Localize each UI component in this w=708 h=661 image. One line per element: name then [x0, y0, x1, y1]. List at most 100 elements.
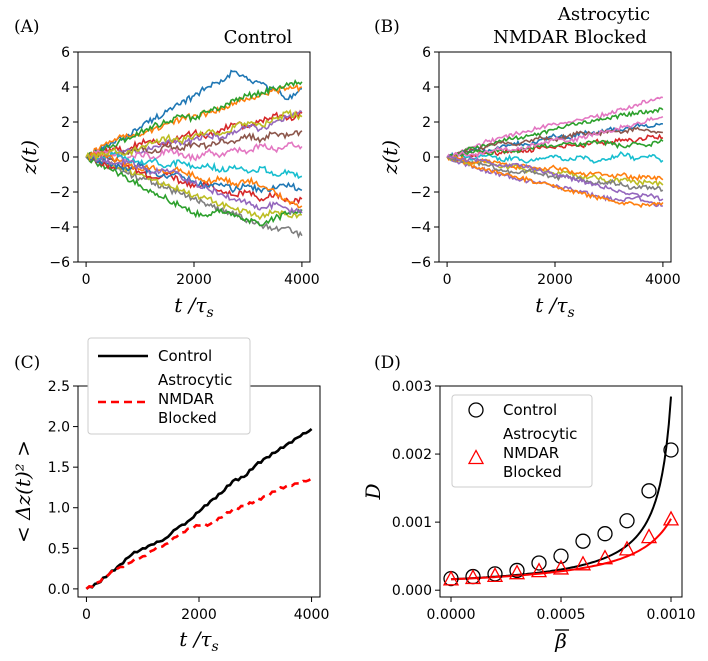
blocked-point: [618, 540, 636, 556]
y-tick-label: 2.5: [48, 379, 70, 395]
y-axis-label: z(t): [17, 140, 41, 175]
x-tick-label: 0: [443, 272, 452, 288]
series-trajectory-7: [446, 151, 664, 164]
blocked-point: [552, 559, 570, 575]
panel-letter: (B): [374, 17, 400, 37]
series-trajectory-13: [446, 115, 664, 159]
legend-marker-blocked: [467, 449, 485, 465]
panel-d: (D) 0.0000 0.0005 0.0010 0.000 0.001 0.002 0.00…: [361, 353, 696, 653]
series-astrocytic-nmdar-blocked: [85, 477, 313, 590]
control-point: [641, 483, 657, 499]
trajectories: [446, 96, 664, 209]
x-tick-label: 0: [82, 272, 91, 288]
x-axis-label: t /τs: [174, 293, 213, 321]
x-tick-label: 4000: [284, 272, 320, 288]
y-tick-label: −4: [410, 220, 431, 236]
y-tick-label: 1.5: [48, 460, 70, 476]
series-trajectory-3: [446, 155, 664, 209]
series-trajectory-7: [85, 141, 303, 163]
x-tick-label: 0: [82, 607, 91, 623]
blocked-point: [486, 567, 504, 583]
series-trajectory-5: [85, 110, 302, 163]
blocked-point: [574, 555, 592, 571]
control-point: [597, 526, 613, 542]
panel-letter: (A): [14, 17, 40, 37]
series-trajectory-11: [447, 138, 664, 160]
panel-letter: (D): [374, 353, 401, 373]
y-axis-label: z(t): [378, 140, 402, 175]
series-trajectory-15: [85, 153, 303, 215]
blocked-point: [662, 510, 680, 526]
y-tick-label: 0.001: [392, 515, 432, 531]
series-trajectory-10: [446, 156, 664, 193]
series-trajectory-3: [85, 79, 303, 160]
blocked-point: [530, 562, 548, 578]
x-tick-label: 0.0000: [427, 607, 476, 623]
panel-title: Control: [224, 27, 293, 48]
axes-frame: [439, 385, 683, 598]
y-tick-label: −2: [49, 185, 70, 201]
y-tick-label: −2: [410, 185, 431, 201]
axes-frame: [77, 51, 311, 263]
series-trajectory-12: [85, 155, 303, 205]
y-tick-label: 6: [422, 45, 431, 61]
control-point: [509, 562, 525, 579]
y-tick-label: −6: [410, 255, 431, 271]
blocked-point: [464, 569, 482, 585]
legend-label-blocked-2: NMDAR: [158, 390, 214, 408]
legend-label-blocked-1: Astrocytic: [503, 425, 577, 443]
series-trajectory-10: [85, 150, 303, 180]
y-tick-label: 0.0: [48, 582, 70, 598]
fit-curves: [450, 396, 672, 581]
legend-label-blocked-3: Blocked: [503, 463, 562, 481]
blocked-point: [640, 528, 658, 544]
x-tick-label: 4000: [294, 607, 330, 623]
panel-title: Astrocytic: [557, 4, 650, 25]
blocked-point: [442, 570, 460, 586]
legend-marker-control: [468, 402, 484, 418]
x-axis-label: t /τs: [179, 627, 218, 655]
panel-a: (A) 0 2000 4000 −6 −4 −2 0 2 4 6 t /τs z(t) Control: [14, 17, 320, 321]
panel-title: NMDAR Blocked: [493, 27, 647, 48]
y-axis-label: D: [361, 483, 385, 500]
y-tick-label: 2.0: [48, 420, 70, 436]
series-trajectory-2: [85, 83, 303, 160]
control-point: [619, 513, 635, 529]
y-tick-label: −6: [49, 255, 70, 271]
legend-box: [87, 337, 251, 435]
legend-label-control: Control: [158, 347, 212, 365]
y-tick-label: 0.002: [392, 447, 432, 463]
control-point: [575, 533, 591, 549]
legend-label-blocked-1: Astrocytic: [158, 371, 232, 389]
series-trajectory-14: [446, 155, 664, 202]
y-tick-label: 0.003: [392, 379, 432, 395]
x-tick-label: 2000: [181, 607, 217, 623]
x-axis-label: β: [554, 629, 567, 653]
series-trajectory-8: [85, 156, 303, 239]
control-point: [553, 548, 569, 564]
panel-letter: (C): [14, 353, 40, 373]
legend-label-control: Control: [503, 401, 557, 419]
series-trajectory-16: [85, 109, 303, 161]
y-tick-label: −4: [49, 220, 70, 236]
x-tick-label: 2000: [537, 272, 573, 288]
blocked-point: [508, 564, 526, 580]
legend-box: [451, 394, 593, 488]
x-tick-label: 0.0010: [647, 607, 696, 623]
x-axis-label: t /τs: [535, 293, 574, 321]
y-tick-label: 4: [61, 80, 70, 96]
x-tick-label: 4000: [645, 272, 681, 288]
control-point: [531, 555, 547, 571]
axes-frame: [438, 51, 672, 263]
y-tick-label: 6: [61, 45, 70, 61]
y-tick-label: 0.5: [48, 541, 70, 557]
series-trajectory-4: [446, 107, 664, 160]
y-tick-label: 1.0: [48, 501, 70, 517]
y-tick-label: 2: [61, 115, 70, 131]
series-trajectory-11: [86, 155, 303, 227]
y-tick-label: 0.000: [392, 583, 432, 599]
control-point: [663, 442, 679, 458]
fit-blocked-fit: [450, 518, 672, 581]
y-tick-label: 2: [422, 115, 431, 131]
